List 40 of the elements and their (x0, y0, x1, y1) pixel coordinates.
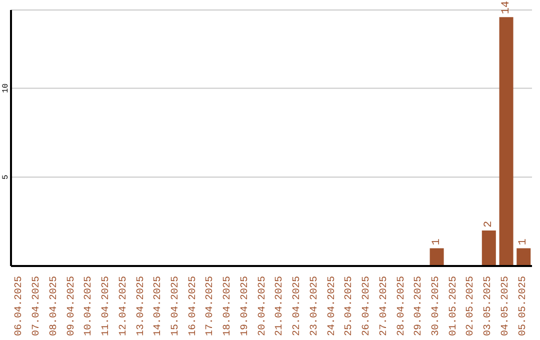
x-tick-label: 23.04.2025 (309, 276, 320, 336)
x-tick-label: 27.04.2025 (378, 276, 390, 336)
y-tick-label: 5 (2, 174, 10, 180)
x-tick-label: 09.04.2025 (66, 276, 78, 336)
x-tick-label: 20.04.2025 (257, 276, 268, 336)
bar (430, 248, 444, 266)
x-tick-label: 02.05.2025 (466, 276, 477, 336)
x-tick-label: 18.04.2025 (222, 276, 234, 336)
bar (516, 248, 531, 266)
x-tick-label: 21.04.2025 (274, 276, 286, 336)
x-tick-label: 30.04.2025 (430, 276, 442, 336)
x-tick-label: 10.04.2025 (84, 276, 95, 336)
x-tick-label: 29.04.2025 (414, 276, 425, 336)
x-tick-label: 04.05.2025 (500, 276, 512, 336)
x-tick-label: 03.05.2025 (483, 276, 494, 336)
x-tick-label: 13.04.2025 (136, 276, 147, 336)
x-tick-label: 24.04.2025 (326, 276, 338, 336)
x-tick-label: 07.04.2025 (32, 276, 43, 336)
x-tick-label: 01.05.2025 (448, 276, 460, 336)
data-label: 1 (430, 238, 443, 246)
x-tick-label: 14.04.2025 (153, 276, 164, 336)
x-tick-label: 28.04.2025 (396, 276, 408, 336)
x-tick-label: 16.04.2025 (188, 276, 199, 336)
data-label: 1 (518, 238, 530, 246)
bar (499, 17, 514, 266)
x-tick-label: 22.04.2025 (292, 276, 304, 336)
x-tick-label: 17.04.2025 (205, 276, 216, 336)
x-tick-label: 06.04.2025 (14, 276, 26, 336)
x-tick-label: 26.04.2025 (362, 276, 373, 336)
x-tick-label: 25.04.2025 (344, 276, 356, 336)
bar (482, 230, 496, 266)
x-tick-label: 05.05.2025 (518, 276, 529, 336)
x-tick-label: 19.04.2025 (240, 276, 251, 336)
data-label: 14 (500, 0, 512, 14)
x-tick-label: 11.04.2025 (101, 276, 112, 336)
x-tick-label: 12.04.2025 (118, 276, 130, 336)
y-tick-label: 10 (2, 83, 10, 94)
x-tick-label: 08.04.2025 (48, 276, 60, 336)
data-label: 2 (482, 220, 495, 228)
x-tick-label: 15.04.2025 (170, 276, 182, 336)
